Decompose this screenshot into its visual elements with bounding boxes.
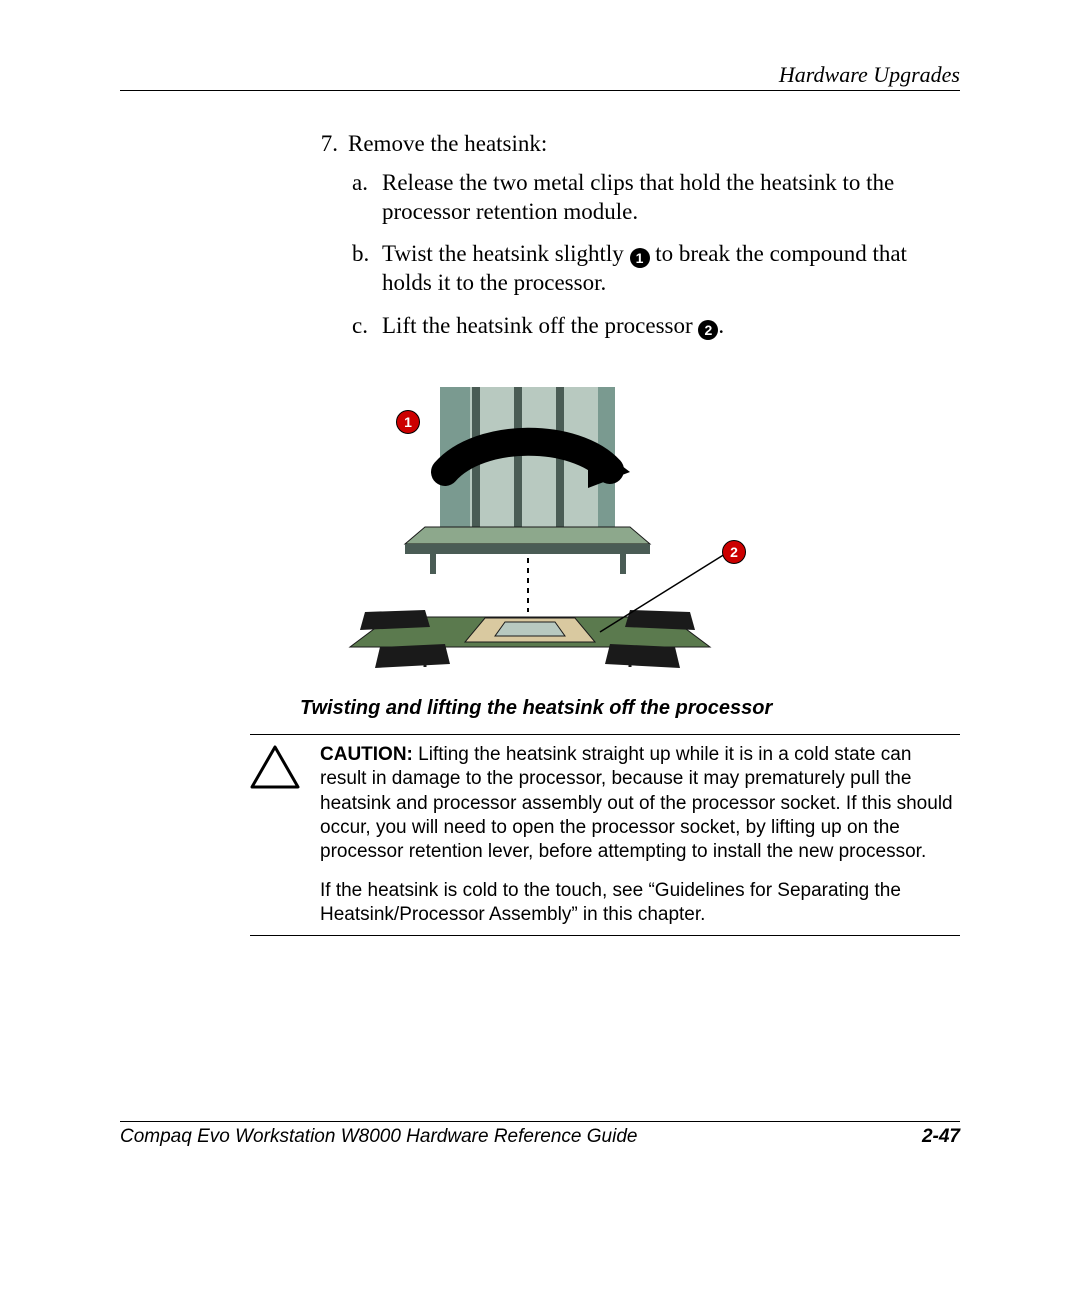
footer-guide-title: Compaq Evo Workstation W8000 Hardware Re… xyxy=(120,1126,637,1148)
caution-triangle-icon xyxy=(250,745,300,789)
header-rule xyxy=(120,90,960,91)
header-section: Hardware Upgrades xyxy=(779,62,960,88)
caution-label: CAUTION: xyxy=(320,744,413,765)
substep-before: Lift the heatsink off the processor xyxy=(382,313,698,338)
caution-text-1: Lifting the heatsink straight up while i… xyxy=(320,744,953,862)
substep-b: b. Twist the heatsink slightly 1 to brea… xyxy=(348,240,960,298)
step-text-wrap: Remove the heatsink: a. Release the two … xyxy=(348,130,960,355)
figure: 1 2 xyxy=(120,362,960,692)
substep-text: Lift the heatsink off the processor 2. xyxy=(382,312,960,341)
caution-paragraph-1: CAUTION: Lifting the heatsink straight u… xyxy=(320,743,960,865)
substep-text: Twist the heatsink slightly 1 to break t… xyxy=(382,240,960,298)
heatsink-illustration xyxy=(330,362,750,682)
footer-rule xyxy=(120,1121,960,1122)
sub-steps: a. Release the two metal clips that hold… xyxy=(348,169,960,341)
caution-block: CAUTION: Lifting the heatsink straight u… xyxy=(250,734,960,936)
callout-2-inline: 2 xyxy=(698,320,718,340)
substep-text: Release the two metal clips that hold th… xyxy=(382,169,960,227)
substep-after: . xyxy=(718,313,724,338)
caution-paragraph-2: If the heatsink is cold to the touch, se… xyxy=(320,879,960,928)
substep-c: c. Lift the heatsink off the processor 2… xyxy=(348,312,960,341)
substep-label: a. xyxy=(348,169,382,227)
footer-page-number: 2-47 xyxy=(922,1126,960,1148)
callout-1-inline: 1 xyxy=(630,248,650,268)
step-7: 7. Remove the heatsink: a. Release the t… xyxy=(300,130,960,355)
body-content: 7. Remove the heatsink: a. Release the t… xyxy=(300,130,960,355)
figure-callout-1: 1 xyxy=(396,410,420,434)
figure-caption: Twisting and lifting the heatsink off th… xyxy=(300,697,772,720)
step-number: 7. xyxy=(300,130,348,355)
substep-label: c. xyxy=(348,312,382,341)
substep-label: b. xyxy=(348,240,382,298)
figure-callout-2: 2 xyxy=(722,540,746,564)
substep-before: Twist the heatsink slightly xyxy=(382,241,630,266)
substep-before: Release the two metal clips that hold th… xyxy=(382,170,894,224)
substep-a: a. Release the two metal clips that hold… xyxy=(348,169,960,227)
step-text: Remove the heatsink: xyxy=(348,130,960,159)
